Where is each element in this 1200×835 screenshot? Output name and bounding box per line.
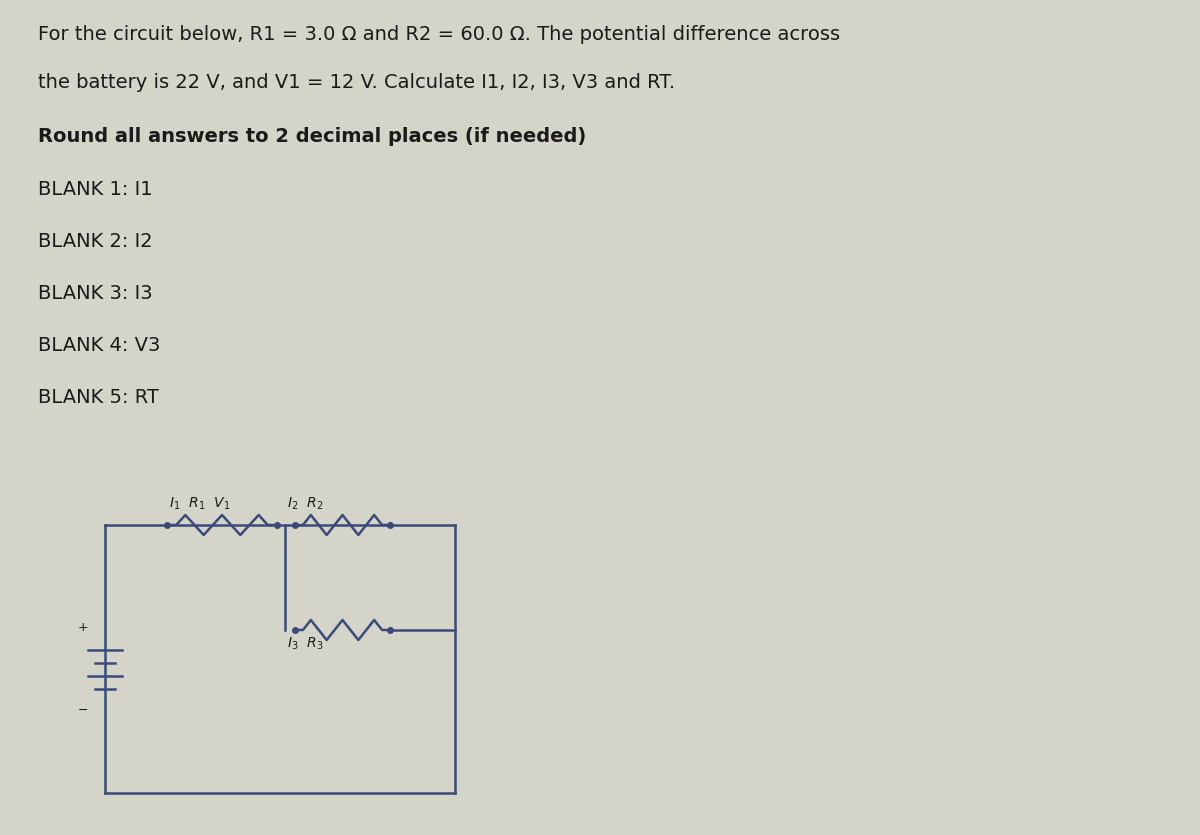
Text: −: − [78, 704, 89, 717]
Text: BLANK 5: RT: BLANK 5: RT [38, 388, 158, 407]
Text: BLANK 2: I2: BLANK 2: I2 [38, 232, 152, 251]
Text: the battery is 22 V, and V1 = 12 V. Calculate I1, I2, I3, V3 and RT.: the battery is 22 V, and V1 = 12 V. Calc… [38, 73, 676, 92]
Text: Round all answers to 2 decimal places (if needed): Round all answers to 2 decimal places (i… [38, 127, 587, 146]
Text: BLANK 4: V3: BLANK 4: V3 [38, 336, 161, 355]
Text: BLANK 3: I3: BLANK 3: I3 [38, 284, 152, 303]
Text: +: + [78, 621, 89, 634]
Text: BLANK 1: I1: BLANK 1: I1 [38, 180, 152, 199]
Text: For the circuit below, R1 = 3.0 Ω and R2 = 60.0 Ω. The potential difference acro: For the circuit below, R1 = 3.0 Ω and R2… [38, 25, 840, 44]
Text: $I_2$  $R_2$: $I_2$ $R_2$ [287, 496, 323, 512]
Text: $I_3$  $R_3$: $I_3$ $R_3$ [287, 636, 324, 652]
Text: $I_1$  $R_1$  $V_1$: $I_1$ $R_1$ $V_1$ [169, 496, 230, 512]
